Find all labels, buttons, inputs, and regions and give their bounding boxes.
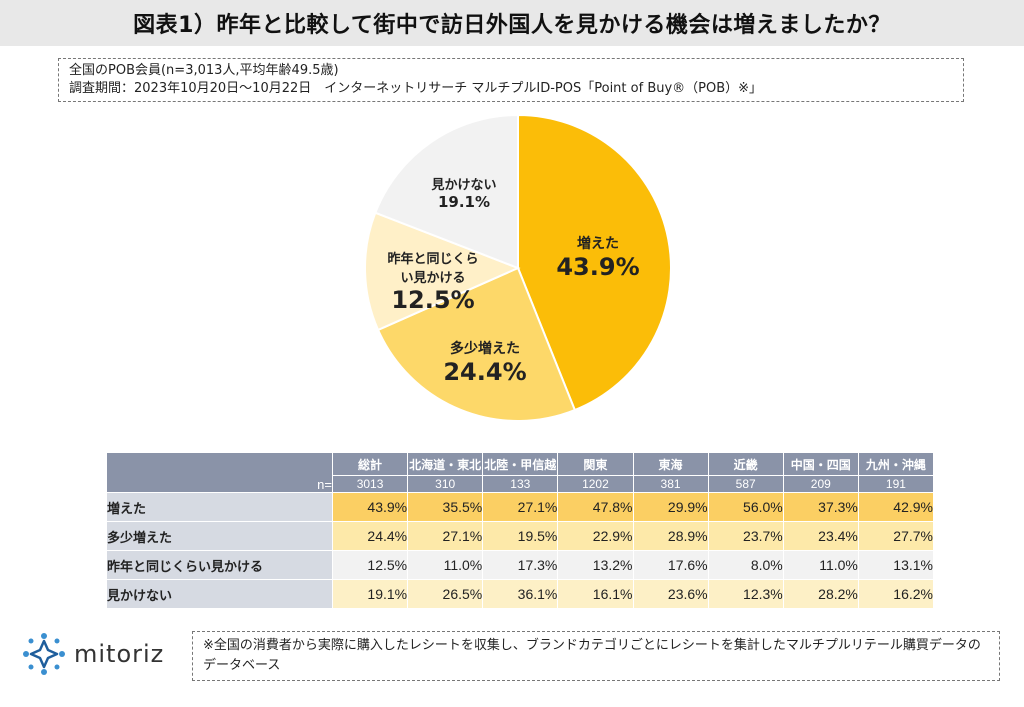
table-cell: 11.0%	[782, 550, 859, 580]
table-row: 昨年と同じくらい見かける 12.5% 11.0% 17.3% 13.2% 17.…	[106, 550, 935, 580]
n-value: 381	[632, 475, 709, 493]
pie-label-same-value: 12.5%	[391, 286, 475, 314]
pie-label-same-line1: 昨年と同じくら	[387, 252, 479, 267]
table-cell: 11.0%	[407, 550, 484, 580]
title-bar: 図表1）昨年と比較して街中で訪日外国人を見かける機会は増えましたか？	[0, 0, 1024, 46]
n-value: 191	[857, 475, 935, 493]
table-cell: 37.3%	[782, 492, 859, 522]
column-header: 九州・沖縄	[857, 452, 935, 476]
pie-label-slightly-increased-category: 多少増えた	[450, 341, 520, 357]
column-header: 近畿	[707, 452, 784, 476]
table-cell: 28.2%	[782, 579, 859, 609]
table-cell: 23.4%	[782, 521, 859, 551]
pie-label-same: 昨年と同じくら い見かける 12.5%	[378, 248, 488, 314]
pie-chart	[364, 113, 672, 422]
column-header: 関東	[557, 452, 634, 476]
survey-sample-line: 全国のPOB会員(n=3,013人,平均年齢49.5歳)	[69, 63, 339, 78]
pie-label-increased-category: 増えた	[577, 236, 619, 252]
row-label: 昨年と同じくらい見かける	[106, 550, 333, 580]
regional-table: n= 総計 北海道・東北 北陸・甲信越 関東 東海 近畿 中国・四国 九州・沖縄…	[106, 452, 935, 609]
table-cell: 27.1%	[482, 492, 559, 522]
n-value: 587	[707, 475, 784, 493]
table-cell: 23.7%	[707, 521, 784, 551]
n-value: 3013	[331, 475, 409, 493]
pie-label-slightly-increased: 多少増えた 24.4%	[430, 338, 540, 386]
column-header: 北陸・甲信越	[482, 452, 559, 476]
table-cell: 29.9%	[632, 492, 709, 522]
table-row: 多少増えた 24.4% 27.1% 19.5% 22.9% 28.9% 23.7…	[106, 521, 935, 551]
row-label: 多少増えた	[106, 521, 333, 551]
table-cell: 28.9%	[632, 521, 709, 551]
column-header: 北海道・東北	[407, 452, 484, 476]
logo-wordmark: mitoriz	[74, 640, 165, 668]
table-cell: 43.9%	[331, 492, 409, 522]
column-header: 東海	[632, 452, 709, 476]
pie-label-not-seen: 見かけない 19.1%	[414, 174, 514, 211]
table-cell: 47.8%	[557, 492, 634, 522]
row-label: 見かけない	[106, 579, 333, 609]
footnote-text: ※全国の消費者から実際に購入したレシートを収集し、ブランドカテゴリごとにレシート…	[203, 638, 981, 673]
table-n-row: 3013 310 133 1202 381 587 209 191	[107, 475, 935, 493]
footnote-box: ※全国の消費者から実際に購入したレシートを収集し、ブランドカテゴリごとにレシート…	[192, 631, 1000, 681]
survey-info-box: 全国のPOB会員(n=3,013人,平均年齢49.5歳) 調査期間：2023年1…	[58, 58, 964, 102]
table-cell: 22.9%	[557, 521, 634, 551]
n-value: 209	[782, 475, 859, 493]
n-value: 133	[482, 475, 559, 493]
mitoriz-star-icon	[23, 633, 65, 675]
table-cell: 19.1%	[331, 579, 409, 609]
pie-label-not-seen-category: 見かけない	[431, 178, 497, 193]
pie-label-not-seen-value: 19.1%	[437, 193, 491, 211]
row-label: 増えた	[106, 492, 333, 522]
table-cell: 27.7%	[857, 521, 935, 551]
table-row: 増えた 43.9% 35.5% 27.1% 47.8% 29.9% 56.0% …	[106, 492, 935, 522]
pie-slice-0	[517, 113, 672, 412]
table-cell: 56.0%	[707, 492, 784, 522]
table-cell: 27.1%	[407, 521, 484, 551]
page-title: 図表1）昨年と比較して街中で訪日外国人を見かける機会は増えましたか？	[133, 13, 891, 38]
survey-period-line: 調査期間：2023年10月20日～10月22日 インターネットリサーチ マルチプ…	[69, 81, 763, 96]
table-cell: 23.6%	[632, 579, 709, 609]
table-cell: 16.2%	[857, 579, 935, 609]
table-cell: 19.5%	[482, 521, 559, 551]
table-cell: 13.2%	[557, 550, 634, 580]
pie-label-slightly-increased-value: 24.4%	[443, 358, 527, 386]
table-cell: 42.9%	[857, 492, 935, 522]
table-cell: 13.1%	[857, 550, 935, 580]
table-header-row: n= 総計 北海道・東北 北陸・甲信越 関東 東海 近畿 中国・四国 九州・沖縄	[106, 452, 935, 493]
pie-label-same-line2: い見かける	[400, 271, 466, 286]
table-cell: 8.0%	[707, 550, 784, 580]
column-header: 総計	[331, 452, 409, 476]
n-value: 1202	[557, 475, 634, 493]
table-cell: 16.1%	[557, 579, 634, 609]
n-value: 310	[407, 475, 484, 493]
table-cell: 35.5%	[407, 492, 484, 522]
pie-slice-3	[374, 113, 519, 270]
table-cell: 26.5%	[407, 579, 484, 609]
table-row: 見かけない 19.1% 26.5% 36.1% 16.1% 23.6% 12.3…	[106, 579, 935, 609]
pie-label-increased: 増えた 43.9%	[548, 233, 648, 281]
pie-label-increased-value: 43.9%	[556, 253, 640, 281]
pie-slice-1	[376, 266, 577, 422]
table-corner-n: n=	[106, 452, 333, 493]
table-cell: 24.4%	[331, 521, 409, 551]
table-cell: 17.3%	[482, 550, 559, 580]
table-cell: 17.6%	[632, 550, 709, 580]
column-header: 中国・四国	[782, 452, 859, 476]
mitoriz-logo: mitoriz	[22, 632, 164, 676]
table-cell: 12.3%	[707, 579, 784, 609]
pie-slice-2	[364, 211, 521, 332]
table-cell: 36.1%	[482, 579, 559, 609]
table-cell: 12.5%	[331, 550, 409, 580]
